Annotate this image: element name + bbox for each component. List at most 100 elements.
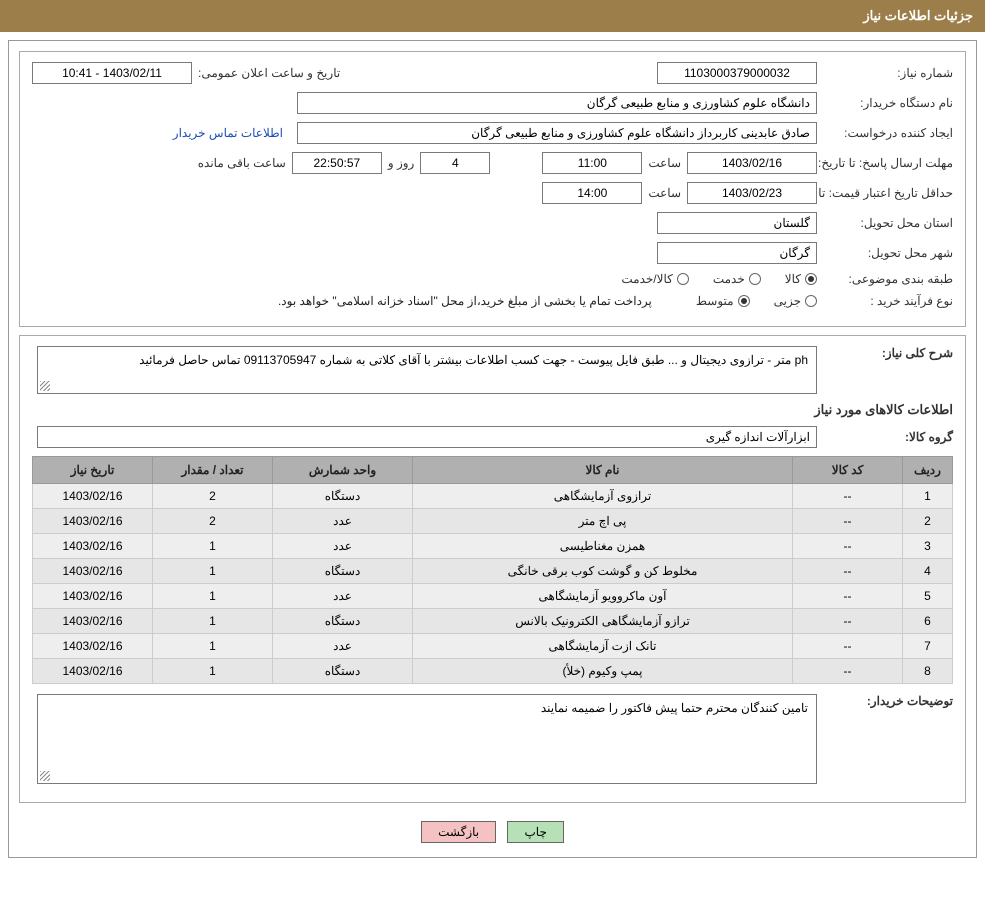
buyer-notes-label: توضیحات خریدار: bbox=[823, 694, 953, 708]
remaining-text: ساعت باقی مانده bbox=[198, 156, 286, 170]
radio-dot-icon bbox=[738, 295, 750, 307]
table-cell: 7 bbox=[903, 634, 953, 659]
row-validity: حداقل تاریخ اعتبار قیمت: تا تاریخ: 1403/… bbox=[32, 182, 953, 204]
footer-buttons: چاپ بازگشت bbox=[19, 811, 966, 847]
radio-service[interactable]: خدمت bbox=[713, 272, 761, 286]
category-label: طبقه بندی موضوعی: bbox=[823, 272, 953, 286]
col-date: تاریخ نیاز bbox=[33, 457, 153, 484]
table-cell: 1 bbox=[903, 484, 953, 509]
table-cell: 1 bbox=[153, 534, 273, 559]
table-cell: عدد bbox=[273, 584, 413, 609]
need-section: شرح کلی نیاز: ph متر - ترازوی دیجیتال و … bbox=[19, 335, 966, 803]
table-cell: دستگاه bbox=[273, 659, 413, 684]
buyer-notes-text: تامین کنندگان محترم حتما پیش فاکتور را ض… bbox=[541, 701, 808, 715]
table-cell: 1403/02/16 bbox=[33, 534, 153, 559]
col-name: نام کالا bbox=[413, 457, 793, 484]
process-desc: پرداخت تمام یا بخشی از مبلغ خرید،از محل … bbox=[278, 294, 652, 308]
announce-value: 1403/02/11 - 10:41 bbox=[32, 62, 192, 84]
row-buyer: نام دستگاه خریدار: دانشگاه علوم کشاورزی … bbox=[32, 92, 953, 114]
table-row: 4--مخلوط کن و گوشت کوب برقی خانگیدستگاه1… bbox=[33, 559, 953, 584]
table-cell: 6 bbox=[903, 609, 953, 634]
province-value: گلستان bbox=[657, 212, 817, 234]
back-button[interactable]: بازگشت bbox=[421, 821, 496, 843]
table-cell: همزن مغناطیسی bbox=[413, 534, 793, 559]
table-cell: -- bbox=[793, 534, 903, 559]
row-deadline: مهلت ارسال پاسخ: تا تاریخ: 1403/02/16 سا… bbox=[32, 152, 953, 174]
table-cell: عدد bbox=[273, 534, 413, 559]
resize-grip-icon[interactable] bbox=[40, 381, 50, 391]
table-cell: 1403/02/16 bbox=[33, 484, 153, 509]
radio-dot-icon bbox=[805, 273, 817, 285]
row-city: شهر محل تحویل: گرگان bbox=[32, 242, 953, 264]
table-cell: 1403/02/16 bbox=[33, 559, 153, 584]
cat-goods-service-label: کالا/خدمت bbox=[621, 272, 672, 286]
col-unit: واحد شمارش bbox=[273, 457, 413, 484]
table-cell: -- bbox=[793, 559, 903, 584]
resize-grip-icon[interactable] bbox=[40, 771, 50, 781]
process-label: نوع فرآیند خرید : bbox=[823, 294, 953, 308]
print-button[interactable]: چاپ bbox=[507, 821, 563, 843]
table-cell: عدد bbox=[273, 634, 413, 659]
table-cell: 2 bbox=[903, 509, 953, 534]
contact-link[interactable]: اطلاعات تماس خریدار bbox=[173, 126, 283, 140]
need-no-value: 1103000379000032 bbox=[657, 62, 817, 84]
radio-goods[interactable]: کالا bbox=[785, 272, 817, 286]
deadline-label: مهلت ارسال پاسخ: تا تاریخ: bbox=[823, 156, 953, 170]
radio-partial[interactable]: جزیی bbox=[774, 294, 817, 308]
announce-label: تاریخ و ساعت اعلان عمومی: bbox=[198, 66, 340, 80]
table-cell: پی اچ متر bbox=[413, 509, 793, 534]
hour-label-1: ساعت bbox=[648, 156, 681, 170]
city-label: شهر محل تحویل: bbox=[823, 246, 953, 260]
requester-label: ایجاد کننده درخواست: bbox=[823, 126, 953, 140]
table-cell: تانک ازت آزمایشگاهی bbox=[413, 634, 793, 659]
table-cell: 2 bbox=[153, 484, 273, 509]
radio-dot-icon bbox=[805, 295, 817, 307]
validity-hour: 14:00 bbox=[542, 182, 642, 204]
desc-textarea[interactable]: ph متر - ترازوی دیجیتال و ... طبق فایل پ… bbox=[37, 346, 817, 394]
table-row: 1--ترازوی آزمایشگاهیدستگاه21403/02/16 bbox=[33, 484, 953, 509]
page-title: جزئیات اطلاعات نیاز bbox=[863, 8, 973, 23]
table-row: 8--پمپ وکیوم (خلأ)دستگاه11403/02/16 bbox=[33, 659, 953, 684]
table-cell: -- bbox=[793, 659, 903, 684]
table-cell: 3 bbox=[903, 534, 953, 559]
deadline-hour: 11:00 bbox=[542, 152, 642, 174]
table-cell: 1403/02/16 bbox=[33, 634, 153, 659]
group-value: ابزارآلات اندازه گیری bbox=[37, 426, 817, 448]
validity-date: 1403/02/23 bbox=[687, 182, 817, 204]
radio-medium[interactable]: متوسط bbox=[696, 294, 750, 308]
table-cell: 1 bbox=[153, 634, 273, 659]
table-cell: 1 bbox=[153, 609, 273, 634]
table-cell: -- bbox=[793, 509, 903, 534]
table-cell: 1403/02/16 bbox=[33, 509, 153, 534]
countdown: 22:50:57 bbox=[292, 152, 382, 174]
proc-partial-label: جزیی bbox=[774, 294, 801, 308]
table-cell: 1 bbox=[153, 559, 273, 584]
days-text: روز و bbox=[388, 156, 415, 170]
col-code: کد کالا bbox=[793, 457, 903, 484]
hour-label-2: ساعت bbox=[648, 186, 681, 200]
radio-goods-service[interactable]: کالا/خدمت bbox=[621, 272, 688, 286]
table-cell: 5 bbox=[903, 584, 953, 609]
buyer-notes-textarea[interactable]: تامین کنندگان محترم حتما پیش فاکتور را ض… bbox=[37, 694, 817, 784]
row-province: استان محل تحویل: گلستان bbox=[32, 212, 953, 234]
table-header-row: ردیف کد کالا نام کالا واحد شمارش تعداد /… bbox=[33, 457, 953, 484]
city-value: گرگان bbox=[657, 242, 817, 264]
table-row: 2--پی اچ مترعدد21403/02/16 bbox=[33, 509, 953, 534]
table-cell: دستگاه bbox=[273, 484, 413, 509]
row-group: گروه کالا: ابزارآلات اندازه گیری bbox=[32, 426, 953, 448]
col-qty: تعداد / مقدار bbox=[153, 457, 273, 484]
validity-label: حداقل تاریخ اعتبار قیمت: تا تاریخ: bbox=[823, 186, 953, 200]
table-cell: 1403/02/16 bbox=[33, 584, 153, 609]
table-cell: 4 bbox=[903, 559, 953, 584]
desc-text: ph متر - ترازوی دیجیتال و ... طبق فایل پ… bbox=[139, 353, 808, 367]
table-cell: 1403/02/16 bbox=[33, 609, 153, 634]
table-cell: -- bbox=[793, 584, 903, 609]
info-section: شماره نیاز: 1103000379000032 تاریخ و ساع… bbox=[19, 51, 966, 327]
buyer-value: دانشگاه علوم کشاورزی و منابع طبیعی گرگان bbox=[297, 92, 817, 114]
radio-dot-icon bbox=[749, 273, 761, 285]
table-cell: -- bbox=[793, 634, 903, 659]
col-row: ردیف bbox=[903, 457, 953, 484]
items-title: اطلاعات کالاهای مورد نیاز bbox=[32, 402, 953, 418]
table-cell: آون ماکروویو آزمایشگاهی bbox=[413, 584, 793, 609]
days-value: 4 bbox=[420, 152, 490, 174]
